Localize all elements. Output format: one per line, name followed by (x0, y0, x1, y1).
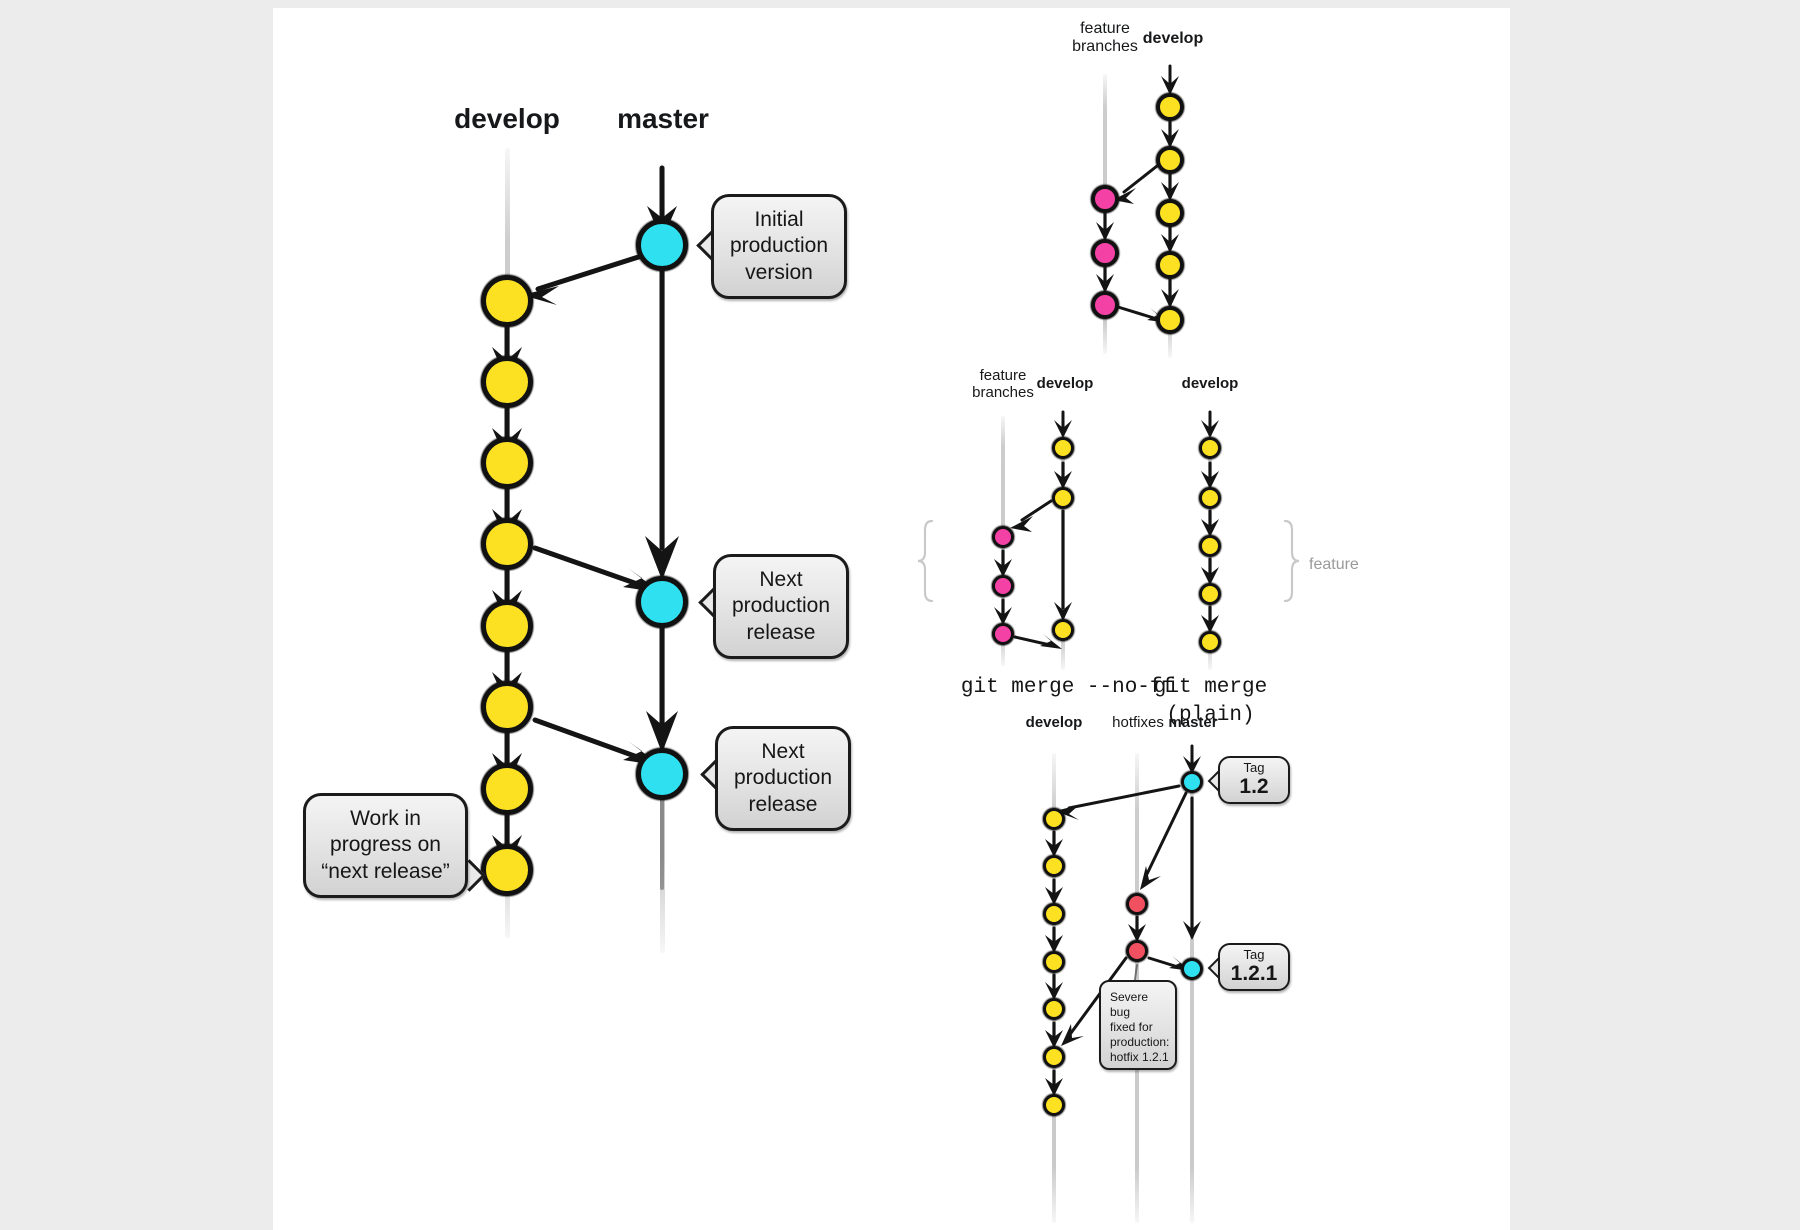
branch-label-feature-branches: feature branches (1072, 20, 1138, 55)
caption-git-merge-plain: git merge (plain) (1153, 676, 1268, 728)
commit-develop-6 (481, 681, 533, 733)
commit-develop-hx-4 (1043, 951, 1065, 973)
callout-tag-1-2: Tag 1.2 (1218, 756, 1290, 804)
callout-severe-bug: Severe bug fixed for production: hotfix … (1099, 980, 1177, 1070)
commit-develop-4 (481, 518, 533, 570)
commit-feature-noff-2 (992, 575, 1014, 597)
tag-value-1-2: 1.2 (1239, 775, 1269, 799)
branch-label-develop-noff: develop (1036, 375, 1094, 392)
hotfix-diagram: develop hotfixes master (273, 8, 1333, 1230)
commit-feature-fd-3 (1091, 291, 1119, 319)
commit-develop-plain-4 (1199, 583, 1221, 605)
commit-develop-2 (481, 356, 533, 408)
branch-label-hotfixes: hotfixes (1112, 714, 1164, 731)
branch-label-develop-feature-diagram: develop (1142, 30, 1204, 47)
commit-develop-plain-1 (1199, 437, 1221, 459)
commit-develop-plain-5 (1199, 631, 1221, 653)
callout-next-production-release-1: Next production release (713, 554, 849, 659)
brace-label-feature: feature (1309, 556, 1359, 573)
commit-master-hx-2 (1181, 958, 1203, 980)
commit-develop-hx-2 (1043, 855, 1065, 877)
merge-comparison-right: develop feature git (273, 8, 1359, 728)
commit-develop-noff-1 (1052, 437, 1074, 459)
tag-kicker-1-2-1: Tag (1243, 946, 1265, 962)
branch-label-develop-plain: develop (1181, 375, 1239, 392)
commit-develop-plain-3 (1199, 535, 1221, 557)
commit-hotfix-2 (1126, 940, 1148, 962)
commit-hotfix-1 (1126, 893, 1148, 915)
callout-initial-production-version: Initial production version (711, 194, 847, 299)
branch-label-master-hotfix: master (1168, 714, 1218, 731)
callout-next-production-release-2: Next production release (715, 726, 851, 831)
commit-develop-hx-6 (1043, 1046, 1065, 1068)
callout-work-in-progress: Work in progress on “next release” (303, 793, 468, 898)
commit-develop-fd-5 (1156, 306, 1184, 334)
commit-develop-hx-3 (1043, 903, 1065, 925)
commit-develop-plain-2 (1199, 487, 1221, 509)
caption-git-merge-no-ff: git merge --no-ff (960, 676, 1176, 699)
commit-develop-fd-4 (1156, 251, 1184, 279)
feature-branch-diagram: feature branches develop (273, 8, 1273, 368)
lane-master-hotfix (1190, 753, 1194, 1223)
commit-master-hx-1 (1181, 771, 1203, 793)
tag-kicker-1-2: Tag (1243, 759, 1265, 775)
commit-master-3 (636, 748, 688, 800)
commit-master-2 (636, 576, 688, 628)
branch-label-develop: develop (454, 103, 560, 134)
branch-label-master: master (617, 103, 709, 134)
hotfix-diagram-edges (1045, 744, 1201, 1096)
commit-develop-hx-7 (1043, 1094, 1065, 1116)
commit-develop-noff-2 (1052, 487, 1074, 509)
commit-develop-1 (481, 275, 533, 327)
commit-develop-fd-2 (1156, 146, 1184, 174)
commit-develop-fd-1 (1156, 93, 1184, 121)
tag-value-1-2-1: 1.2.1 (1230, 962, 1278, 986)
commit-develop-3 (481, 437, 533, 489)
commit-develop-5 (481, 600, 533, 652)
merge-left-edges (917, 410, 1072, 649)
merge-right-edges (1201, 410, 1300, 633)
commit-feature-fd-1 (1091, 185, 1119, 213)
commit-develop-noff-merge (1052, 619, 1074, 641)
branch-label-develop-hotfix: develop (1025, 714, 1083, 731)
commit-develop-hx-5 (1043, 998, 1065, 1020)
commit-feature-noff-1 (992, 526, 1014, 548)
commit-develop-8 (481, 844, 533, 896)
merge-comparison-left: feature branches develop (273, 8, 1273, 728)
main-diagram: develop master (273, 8, 933, 1008)
commit-feature-fd-2 (1091, 239, 1119, 267)
commit-master-1 (636, 219, 688, 271)
branch-label-feature-branches-noff: feature branches (972, 367, 1034, 401)
commit-develop-hx-1 (1043, 808, 1065, 830)
commit-develop-fd-3 (1156, 199, 1184, 227)
commit-develop-7 (481, 763, 533, 815)
callout-tag-1-2-1: Tag 1.2.1 (1218, 943, 1290, 991)
diagram-page: develop master (273, 8, 1510, 1230)
commit-feature-noff-3 (992, 623, 1014, 645)
